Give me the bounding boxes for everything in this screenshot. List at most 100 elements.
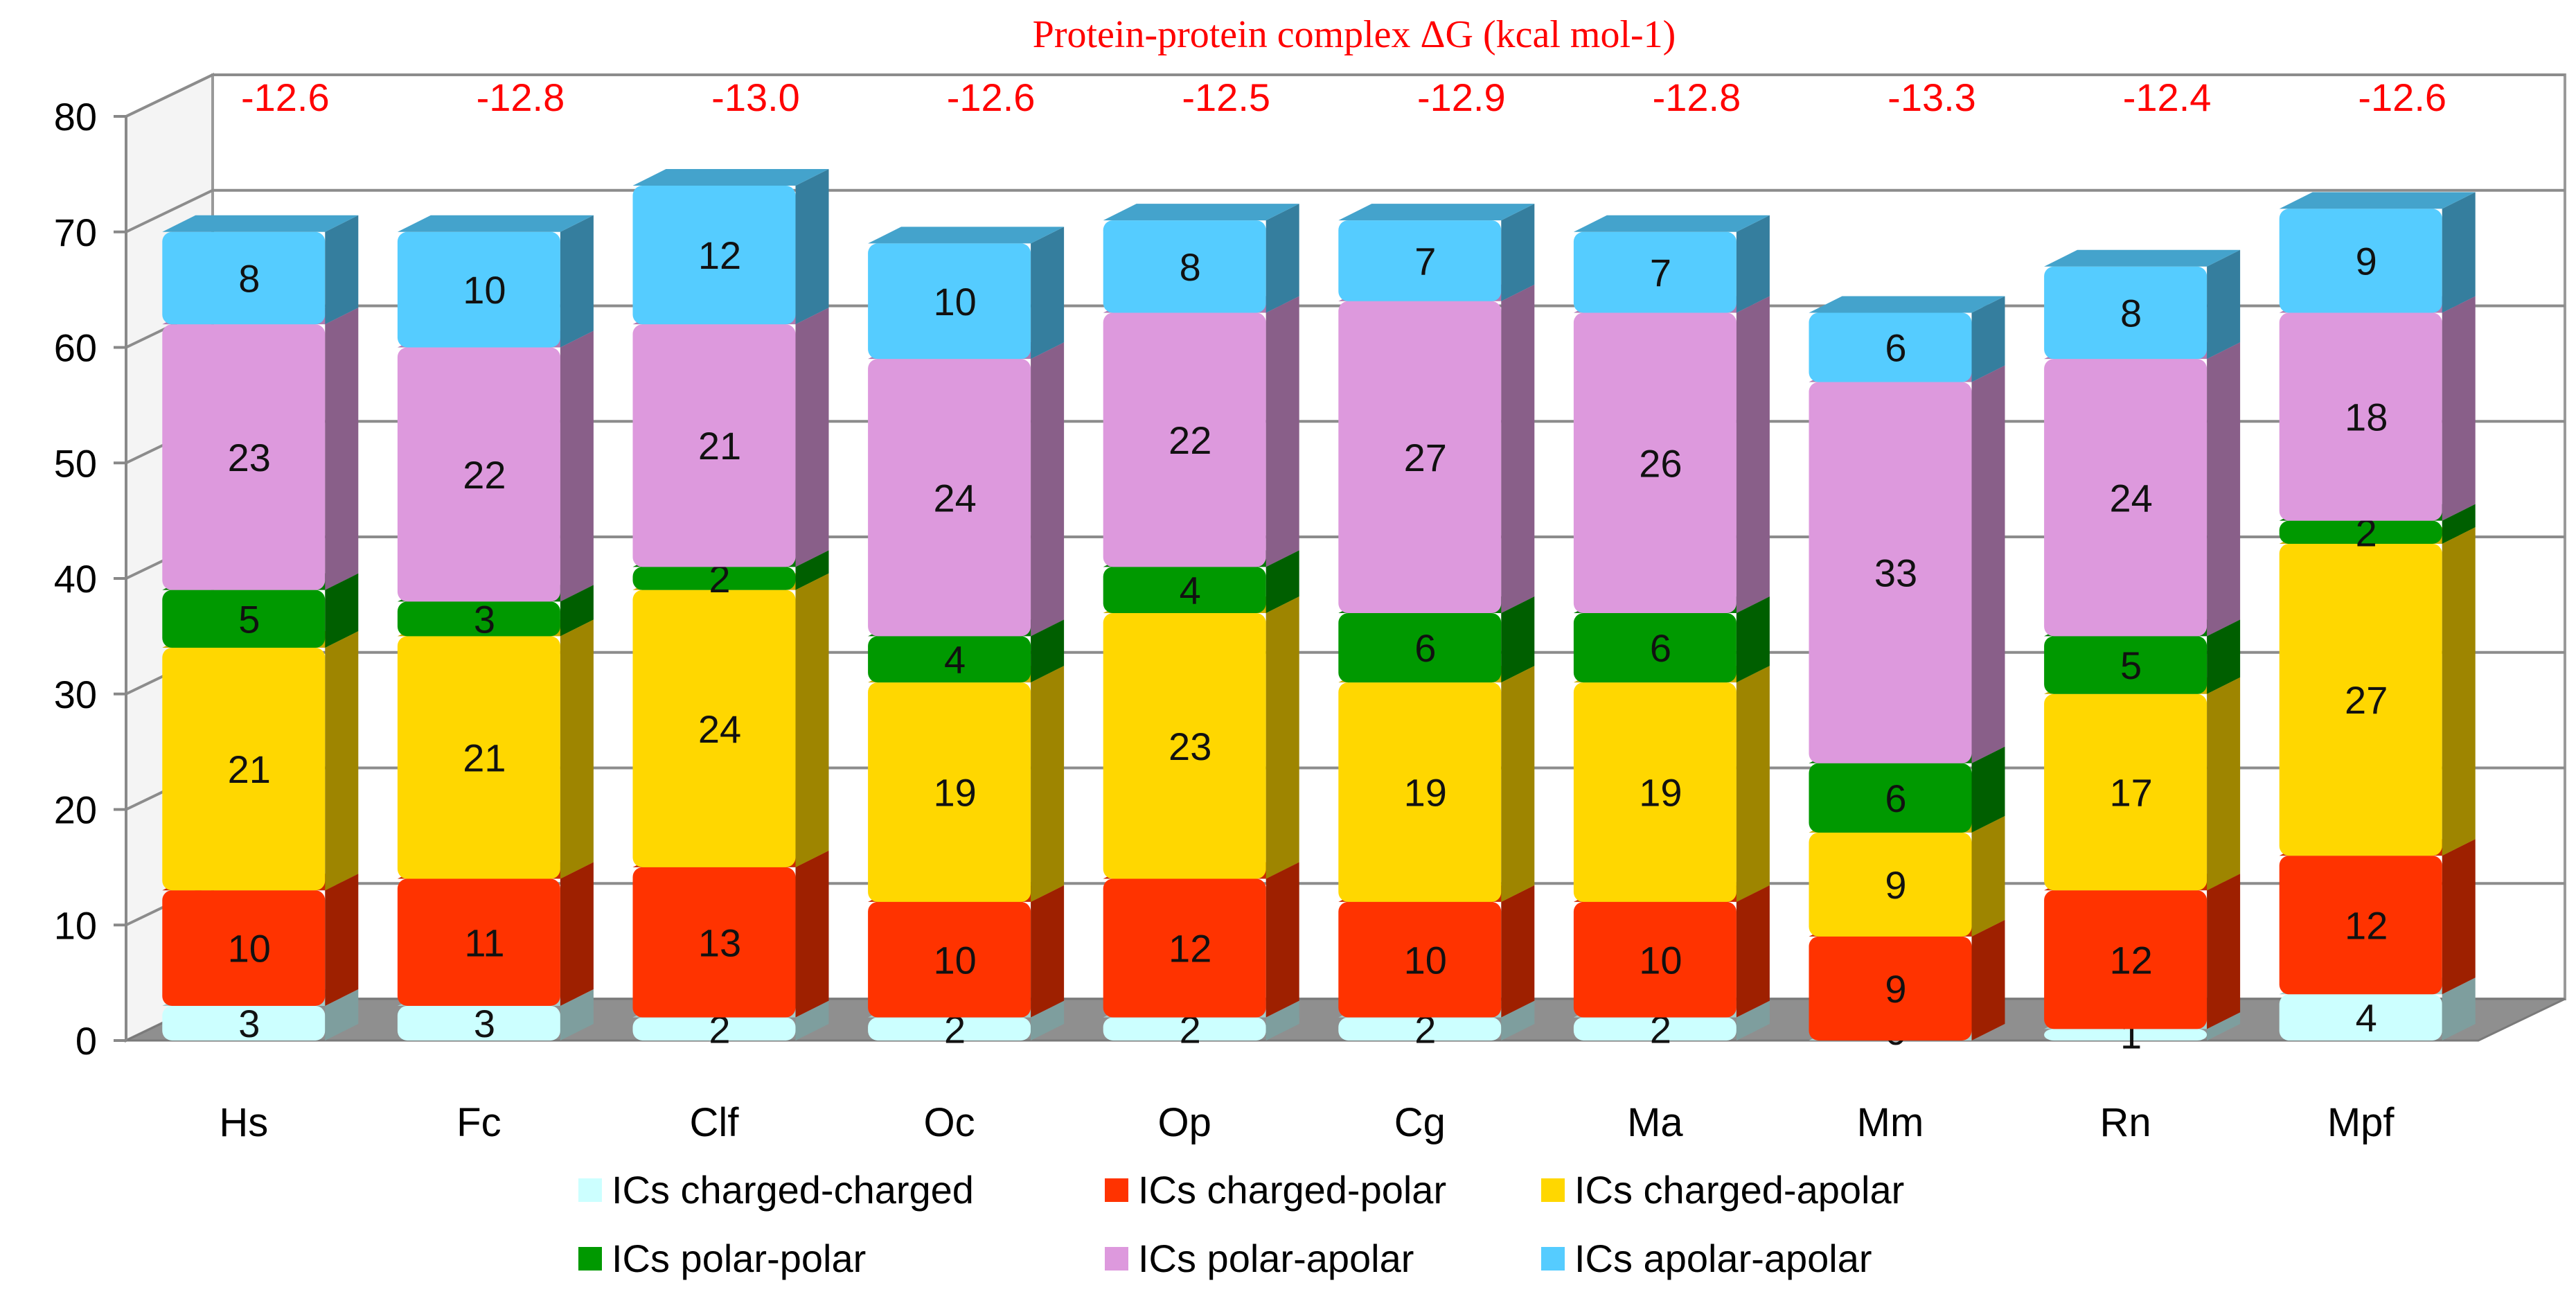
bar-side: [560, 585, 594, 637]
bar-front: [868, 901, 1031, 1018]
bar-top: [1573, 215, 1770, 232]
bar-front: [162, 1005, 326, 1041]
bar-top: [1103, 204, 1299, 221]
bar-front: [1573, 901, 1736, 1018]
bar-side: [1971, 365, 2005, 763]
y-tick-label: 80: [54, 95, 97, 139]
data-label: 19: [1639, 770, 1682, 814]
bar-front: [397, 878, 560, 1006]
legend-item: ICs charged-polar: [1105, 1168, 1446, 1212]
bar-segment: 21: [162, 631, 359, 891]
bar-segment: 9: [1809, 919, 2005, 1041]
bar-side: [1501, 596, 1535, 683]
x-tick-label: Rn: [2100, 1100, 2151, 1145]
legend-swatch: [578, 1178, 602, 1202]
bar-side: [1501, 885, 1535, 1018]
bar-side: [1736, 596, 1770, 683]
gridline: [125, 188, 2565, 233]
bar-side: [1265, 204, 1299, 313]
data-label: 22: [463, 453, 506, 497]
bar-side: [1031, 619, 1065, 683]
bar-side: [1265, 862, 1299, 1018]
data-label: 21: [463, 736, 506, 779]
y-tick-label: 10: [54, 903, 97, 947]
bar-segment: 13: [632, 850, 829, 1018]
data-label: 10: [228, 927, 271, 971]
bar-side: [325, 215, 359, 325]
bar-front: [2044, 359, 2208, 637]
bar-front: [632, 567, 796, 590]
bar-segment: 19: [868, 666, 1065, 902]
bar-front: [2279, 994, 2442, 1041]
bar-front: [2044, 266, 2208, 360]
data-label: 6: [1885, 777, 1906, 820]
delta-g-label: -12.5: [1182, 76, 1270, 119]
bar-segment: 19: [1338, 666, 1535, 902]
legend-item: ICs polar-apolar: [1105, 1237, 1414, 1280]
data-label: 19: [1404, 770, 1447, 814]
data-label: 3: [474, 1002, 495, 1045]
y-tick-label: 40: [54, 557, 97, 601]
bar-segment: 23: [162, 308, 359, 590]
bar-front: [2044, 890, 2208, 1029]
bar-front: [2044, 693, 2208, 891]
bar-segment: 24: [868, 342, 1065, 637]
data-label: 6: [1414, 626, 1436, 670]
bar-front: [1338, 682, 1502, 902]
bar-top: [1338, 204, 1535, 221]
bar-front: [868, 682, 1031, 902]
bar-front: [632, 324, 796, 567]
bar-front: [2279, 209, 2442, 313]
bar-front: [1573, 682, 1736, 902]
bar-side: [795, 850, 829, 1018]
bar-front: [868, 636, 1031, 683]
bar-side: [2207, 619, 2241, 694]
x-tick-label: Clf: [690, 1100, 740, 1145]
data-label: 12: [698, 233, 741, 277]
data-label: 23: [1169, 725, 1211, 768]
bar-front: [162, 231, 326, 325]
data-label: 5: [2120, 644, 2142, 687]
data-label: 10: [1639, 938, 1682, 982]
data-label: 12: [2109, 938, 2152, 982]
data-label: 4: [2356, 996, 2377, 1040]
bar-top: [2279, 192, 2476, 209]
legend-item: ICs charged-charged: [578, 1168, 974, 1212]
legend-label: ICs polar-apolar: [1138, 1237, 1414, 1280]
bar-stack-hs: 3 10 21 5 23 8: [162, 215, 359, 1045]
bar-side: [325, 631, 359, 891]
data-label: 9: [2356, 239, 2377, 283]
data-label: 10: [463, 268, 506, 312]
bar-segment: 33: [1809, 365, 2005, 763]
data-label: 27: [2345, 678, 2388, 722]
bar-stack-fc: 3 11 21 3 22 10: [397, 215, 594, 1045]
data-label: 9: [1885, 967, 1906, 1011]
bar-segment: 9: [2279, 192, 2476, 313]
data-label: 26: [1639, 441, 1682, 485]
bar-side: [1971, 815, 2005, 937]
bar-segment: 12: [1103, 862, 1299, 1018]
bar-segment: 27: [2279, 526, 2476, 856]
bar-front: [397, 231, 560, 348]
bar-front: [1573, 1017, 1736, 1041]
bar-segment: 19: [1573, 666, 1770, 902]
bar-segment: 9: [1809, 815, 2005, 937]
bar-segment: 8: [162, 215, 359, 325]
data-label: 33: [1874, 551, 1917, 595]
bar-side: [795, 1000, 829, 1041]
bar-front: [2279, 520, 2442, 544]
bar-side: [1031, 342, 1065, 637]
bar-side: [560, 989, 594, 1041]
bar-segment: 24: [632, 573, 829, 867]
x-axis-ticks: Hs Fc Clf Oc Op Cg Ma Mm Rn Mpf: [219, 1100, 2395, 1145]
bar-front: [1103, 878, 1266, 1018]
bar-side: [1501, 204, 1535, 301]
bar-front: [1573, 312, 1736, 614]
bar-front: [868, 359, 1031, 637]
bar-side: [1265, 550, 1299, 614]
bar-front: [397, 347, 560, 602]
